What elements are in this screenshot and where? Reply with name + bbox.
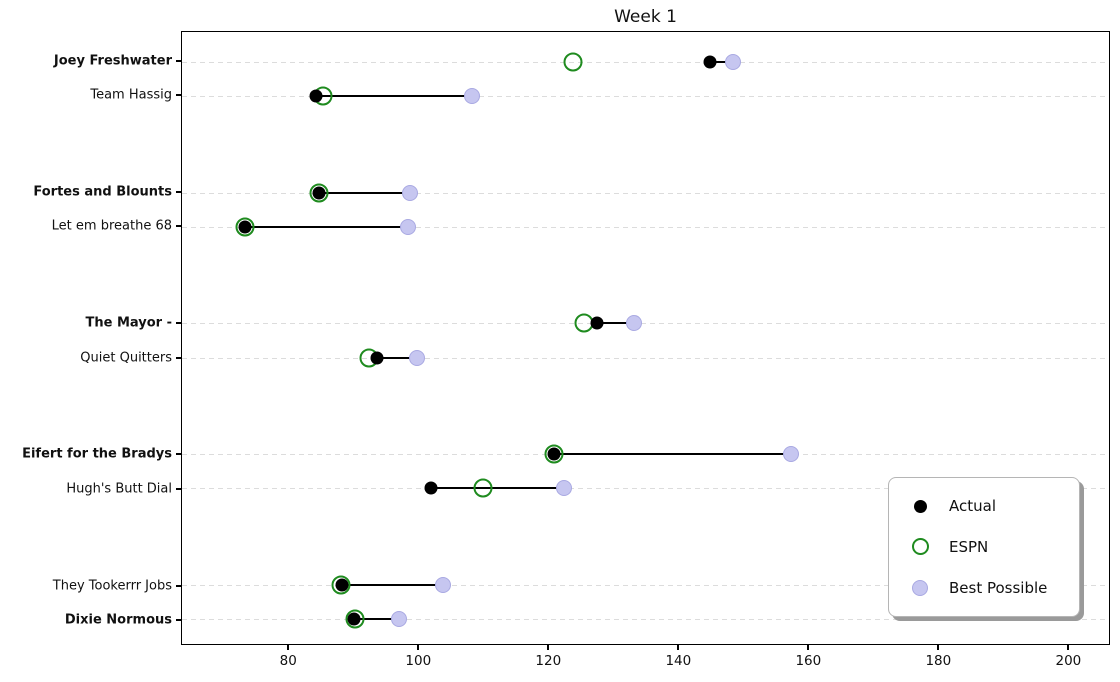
x-axis-tick — [807, 645, 810, 650]
actual-to-best-connector — [431, 487, 565, 490]
gridline — [182, 226, 1109, 228]
best-possible-marker — [783, 446, 800, 463]
legend-label-actual: Actual — [949, 497, 996, 516]
y-axis-label-team: Joey Freshwater — [53, 53, 172, 69]
x-axis-tick-label: 80 — [279, 653, 297, 669]
actual-marker — [238, 220, 252, 234]
actual-to-best-connector — [554, 453, 792, 456]
actual-to-best-connector — [341, 583, 443, 586]
x-axis-tick — [547, 645, 550, 650]
actual-marker — [547, 447, 561, 461]
gridline — [182, 357, 1109, 359]
y-axis-label-team: They Tookerrr Jobs — [52, 578, 172, 594]
gridline — [182, 619, 1109, 620]
espn-marker — [544, 444, 564, 464]
x-axis-tick-label: 160 — [795, 653, 822, 669]
y-axis-label-team: Team Hassig — [90, 87, 172, 103]
actual-to-best-connector — [316, 95, 472, 97]
legend: Actual ESPN Best Possible — [888, 477, 1080, 617]
best-possible-marker — [390, 611, 407, 627]
best-possible-marker — [399, 218, 416, 235]
espn-ring-icon — [911, 538, 929, 556]
y-axis-tick — [176, 584, 181, 587]
espn-marker — [331, 575, 351, 595]
actual-marker — [309, 89, 323, 103]
x-axis-tick-label: 120 — [535, 653, 562, 669]
legend-item-best-possible: Best Possible — [909, 579, 1069, 597]
actual-marker — [335, 578, 349, 592]
actual-marker — [703, 55, 717, 69]
x-axis-tick-label: 200 — [1055, 653, 1082, 669]
y-axis-tick — [176, 94, 181, 97]
actual-to-best-connector — [244, 225, 408, 228]
espn-marker — [309, 183, 329, 203]
gridline — [182, 61, 1109, 63]
y-axis-tick — [176, 191, 181, 194]
y-axis-tick — [176, 59, 181, 62]
y-axis-label-team: Let em breathe 68 — [51, 218, 172, 234]
x-axis-tick-label: 180 — [925, 653, 952, 669]
actual-dot-icon — [913, 499, 927, 513]
best-possible-marker — [409, 349, 426, 366]
actual-marker — [370, 351, 384, 364]
best-possible-marker — [463, 88, 480, 104]
best-possible-marker — [626, 315, 643, 332]
x-axis-tick-label: 140 — [665, 653, 692, 669]
actual-to-best-connector — [353, 618, 399, 620]
espn-marker — [563, 52, 583, 72]
gridline — [182, 323, 1109, 325]
espn-marker — [473, 478, 493, 498]
best-possible-dot-icon — [912, 579, 928, 596]
x-axis-tick — [677, 645, 680, 650]
y-axis-label-team: Fortes and Blounts — [33, 184, 172, 200]
best-possible-marker — [401, 184, 418, 201]
legend-item-actual: Actual — [909, 497, 1069, 515]
legend-label-best-possible: Best Possible — [949, 578, 1048, 597]
x-axis-tick — [1067, 645, 1070, 650]
x-axis-tick — [287, 645, 290, 650]
plot-area — [181, 31, 1110, 645]
y-axis-tick — [176, 356, 181, 359]
best-possible-marker — [556, 480, 573, 497]
y-axis-tick — [176, 453, 181, 456]
actual-to-best-connector — [376, 356, 418, 359]
gridline — [182, 584, 1109, 586]
y-axis-tick — [176, 322, 181, 325]
y-axis-label-team: Hugh's Butt Dial — [66, 481, 172, 497]
legend-swatch-best-possible — [909, 579, 931, 596]
gridline — [182, 192, 1109, 194]
legend-label-espn: ESPN — [949, 537, 989, 556]
legend-item-espn: ESPN — [909, 538, 1069, 556]
espn-marker — [235, 217, 255, 237]
gridline — [182, 96, 1109, 97]
y-axis-label-team: Eifert for the Bradys — [22, 446, 172, 462]
actual-marker — [347, 612, 361, 626]
actual-to-best-connector — [318, 191, 410, 194]
y-axis-tick — [176, 487, 181, 490]
actual-marker — [312, 186, 326, 200]
y-axis-label-team: Dixie Normous — [64, 612, 172, 628]
y-axis-label-team: Quiet Quitters — [80, 350, 172, 366]
best-possible-marker — [434, 576, 451, 593]
y-axis-tick — [176, 225, 181, 228]
actual-marker — [590, 316, 604, 330]
x-axis-tick — [937, 645, 940, 650]
x-axis-tick-label: 100 — [405, 653, 432, 669]
y-axis-tick — [176, 618, 181, 621]
legend-swatch-espn — [909, 538, 931, 556]
actual-marker — [424, 481, 438, 495]
x-axis-tick — [417, 645, 420, 650]
legend-swatch-actual — [909, 499, 931, 513]
best-possible-marker — [724, 53, 741, 70]
y-axis-label-team: The Mayor - — [85, 315, 172, 331]
actual-to-best-connector — [596, 322, 635, 325]
actual-to-best-connector — [710, 60, 733, 63]
gridline — [182, 488, 1109, 490]
espn-marker — [345, 609, 365, 629]
chart-title: Week 1 — [614, 7, 677, 27]
